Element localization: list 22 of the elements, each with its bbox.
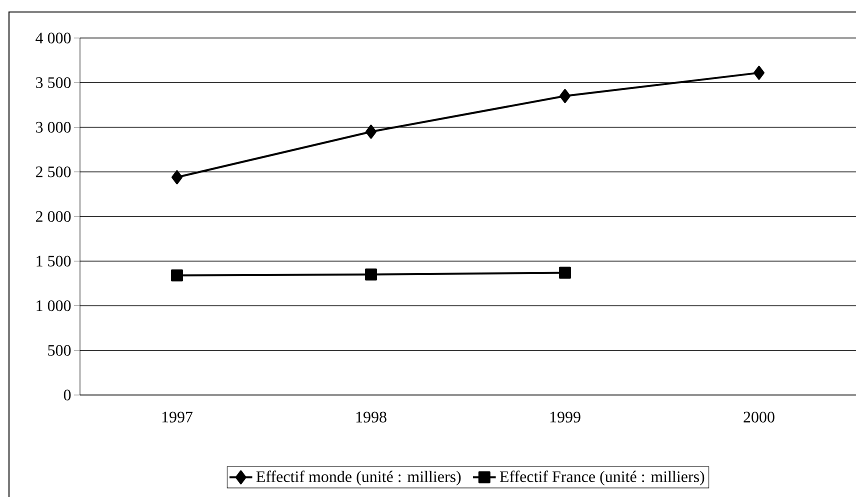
point <box>560 89 571 104</box>
point <box>366 124 377 139</box>
y-tick-label: 500 <box>48 344 71 356</box>
point <box>365 268 377 281</box>
y-tick-label: 1 000 <box>36 300 71 312</box>
point <box>172 170 183 184</box>
y-tick-label: 2 500 <box>36 166 71 178</box>
y-tick-label: 4 000 <box>36 32 71 44</box>
y-tick-label: 1 500 <box>36 256 71 267</box>
point <box>754 66 764 80</box>
y-tick-label: 3 000 <box>36 122 71 133</box>
x-tick-label: 1999 <box>550 412 580 422</box>
y-tick-label: 3 500 <box>36 77 71 88</box>
legend-label: Effectif France (unité : milliers) <box>500 470 704 486</box>
x-tick-label: 1997 <box>162 412 193 422</box>
y-tick-label: 2 000 <box>36 211 71 222</box>
point <box>171 269 183 282</box>
point <box>559 266 571 279</box>
x-tick-label: 1998 <box>356 412 386 422</box>
y-tick-label: 0 <box>64 390 71 400</box>
x-tick-label: 2000 <box>744 412 774 422</box>
legend-label: Effectif monde (unité : milliers) <box>256 470 461 486</box>
